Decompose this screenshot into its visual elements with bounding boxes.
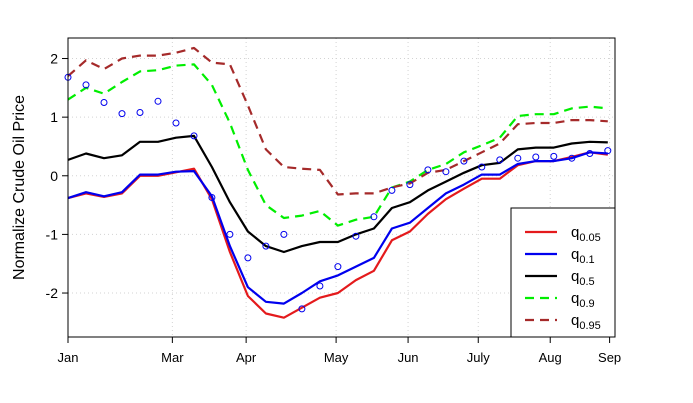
legend-box [510, 207, 616, 338]
legend-label-q0.05: q0.05 [571, 224, 601, 244]
observed-point [478, 163, 486, 171]
y-tick-label: -1 [46, 226, 59, 242]
legend-label-q0.95: q0.95 [571, 312, 601, 332]
x-tick-label: Mar [161, 350, 184, 365]
legend-label-q0.1: q0.1 [571, 246, 595, 266]
series-layer [67, 46, 608, 319]
observed-point [136, 109, 144, 116]
observed-point [370, 213, 378, 221]
observed-point [514, 154, 522, 162]
legend-label-q0.9: q0.9 [571, 290, 595, 310]
x-tick-label: July [467, 350, 491, 365]
observed-point [586, 150, 594, 157]
observed-point [352, 232, 360, 240]
x-tick-label: Sep [598, 350, 621, 365]
observed-point [226, 230, 234, 238]
x-tick-label: Aug [539, 350, 562, 365]
observed-point [550, 152, 558, 160]
observed-point [496, 156, 504, 164]
observed-point [298, 305, 306, 313]
observed-point [262, 242, 270, 250]
y-tick-label: 2 [50, 51, 58, 67]
y-tick-label: 0 [50, 168, 58, 184]
observed-point [568, 154, 576, 162]
observed-point [280, 230, 288, 238]
y-tick-label: 1 [50, 109, 58, 125]
observed-point [118, 110, 126, 118]
axes: Jan Mar Apr May Jun July Aug Sep 2 1 0 -1 -2 [46, 51, 622, 365]
observed-point [406, 181, 414, 189]
observed-point [604, 147, 612, 155]
y-axis-label: Normalize Crude Oil Price [11, 95, 28, 280]
series-line-q0.5 [67, 134, 608, 254]
x-tick-label: May [324, 350, 349, 365]
plot-frame [67, 37, 616, 338]
observed-point [244, 254, 252, 262]
series-line-q0.9 [67, 63, 608, 227]
observed-point [172, 119, 180, 127]
x-tick-label: Apr [236, 350, 257, 365]
observed-point [442, 168, 450, 176]
observed-point [208, 194, 216, 201]
observed-point [388, 186, 396, 194]
observed-point [100, 99, 108, 106]
observed-point [424, 166, 432, 174]
observed-point [82, 81, 90, 89]
x-tick-label: Jun [398, 350, 419, 365]
observed-point [316, 282, 324, 290]
legend-label-q0.5: q0.5 [571, 268, 595, 288]
observed-point [190, 132, 198, 140]
observed-point [532, 153, 540, 161]
observed-point [460, 157, 468, 165]
series-line-q0.1 [67, 151, 608, 305]
x-tick-label: Jan [58, 350, 79, 365]
series-line-q0.95 [67, 46, 608, 196]
observed-point [154, 97, 162, 105]
observed-point [334, 263, 342, 271]
y-tick-label: -2 [46, 285, 59, 301]
